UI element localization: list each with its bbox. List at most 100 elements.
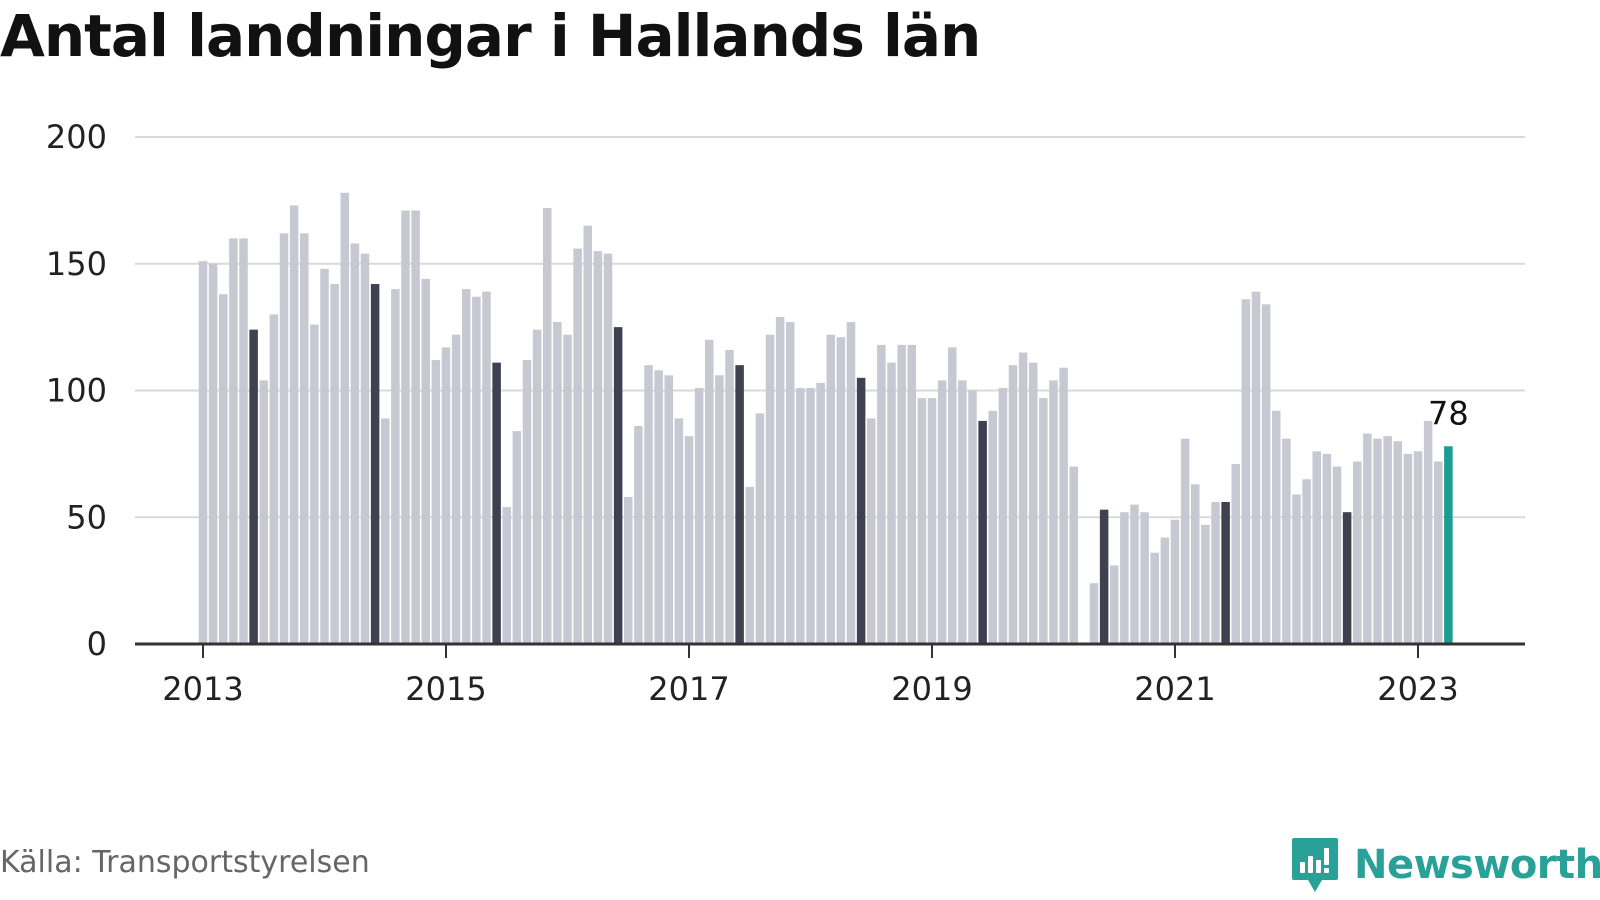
axes <box>135 642 1525 658</box>
y-tick-label: 150 <box>46 245 107 283</box>
bar <box>1049 380 1058 644</box>
bar <box>846 322 856 644</box>
bar <box>239 238 248 644</box>
bar <box>826 334 835 644</box>
bar <box>897 344 906 644</box>
bar <box>1201 524 1210 644</box>
bar <box>836 337 846 644</box>
bar <box>259 380 268 644</box>
bar <box>715 375 724 644</box>
bar <box>745 486 754 644</box>
bar <box>330 284 339 644</box>
bar <box>674 418 684 644</box>
bar <box>522 360 532 644</box>
bar <box>1251 291 1261 644</box>
x-tick-label: 2023 <box>1377 670 1458 708</box>
bar <box>289 205 299 644</box>
bar <box>279 233 289 644</box>
bar <box>441 347 451 644</box>
bar <box>502 507 511 644</box>
brand-name: Newsworthy <box>1354 842 1600 888</box>
bar <box>543 207 552 645</box>
bar <box>411 210 420 644</box>
newsworthy-icon <box>1292 838 1338 892</box>
bar <box>310 324 319 644</box>
bar <box>806 387 815 644</box>
bar <box>1160 537 1170 644</box>
bar <box>219 294 228 644</box>
bar <box>1423 420 1433 644</box>
bar <box>1434 461 1443 644</box>
bar <box>775 316 785 644</box>
bar <box>988 410 997 644</box>
bar <box>856 377 866 644</box>
bar-latest <box>1444 446 1453 644</box>
bar <box>1231 464 1240 644</box>
bar <box>1120 512 1129 644</box>
x-tick-label: 2019 <box>891 670 972 708</box>
bar <box>1221 502 1230 644</box>
latest-value-label: 78 <box>1428 394 1469 432</box>
bar <box>1413 451 1423 644</box>
bar <box>401 210 410 644</box>
bar <box>391 289 400 644</box>
bar <box>1383 436 1392 644</box>
bar <box>573 248 582 645</box>
bar <box>300 233 309 644</box>
bar <box>340 192 349 644</box>
bar <box>1059 367 1068 644</box>
bar <box>229 238 238 644</box>
bar <box>532 329 542 644</box>
x-tick-label: 2017 <box>648 670 729 708</box>
x-tick-label: 2013 <box>162 670 243 708</box>
bar <box>1272 410 1281 644</box>
bar <box>198 261 208 644</box>
bar <box>735 365 744 644</box>
source-note: Källa: Transportstyrelsen <box>0 845 370 880</box>
bar <box>1261 304 1271 644</box>
bar <box>381 418 390 644</box>
bar <box>978 420 987 644</box>
bar <box>360 253 370 645</box>
bar <box>249 329 258 644</box>
bar <box>907 344 916 644</box>
bar <box>1099 509 1109 644</box>
x-tick-label: 2021 <box>1134 670 1215 708</box>
bar <box>1312 451 1321 644</box>
bar <box>1029 362 1038 644</box>
bar <box>1110 565 1119 644</box>
bar <box>705 339 714 644</box>
bar <box>512 431 522 644</box>
bar <box>1039 398 1048 644</box>
bar <box>765 334 775 644</box>
bar <box>694 387 704 644</box>
bar <box>968 390 977 644</box>
bars <box>198 192 1453 645</box>
bar <box>1373 438 1382 644</box>
bar <box>887 362 896 644</box>
bar <box>553 322 562 644</box>
bar <box>634 425 643 644</box>
bar <box>725 349 734 644</box>
bar <box>664 375 673 644</box>
bar <box>1292 494 1301 644</box>
bar <box>1322 453 1332 644</box>
bar <box>1282 438 1291 644</box>
bar <box>613 327 623 644</box>
x-tick-label: 2015 <box>405 670 486 708</box>
bar <box>937 380 947 644</box>
bar <box>1353 461 1362 644</box>
bar <box>927 398 937 644</box>
bar <box>958 380 967 644</box>
bar <box>1332 466 1342 644</box>
bar <box>492 362 501 644</box>
bar <box>998 387 1008 644</box>
bar <box>877 344 886 644</box>
bar <box>1089 583 1099 644</box>
bar <box>1393 441 1402 644</box>
chart-title: Antal landningar i Hallands län <box>0 2 981 70</box>
bar <box>421 278 430 644</box>
bar <box>563 334 572 644</box>
bar <box>482 291 491 644</box>
